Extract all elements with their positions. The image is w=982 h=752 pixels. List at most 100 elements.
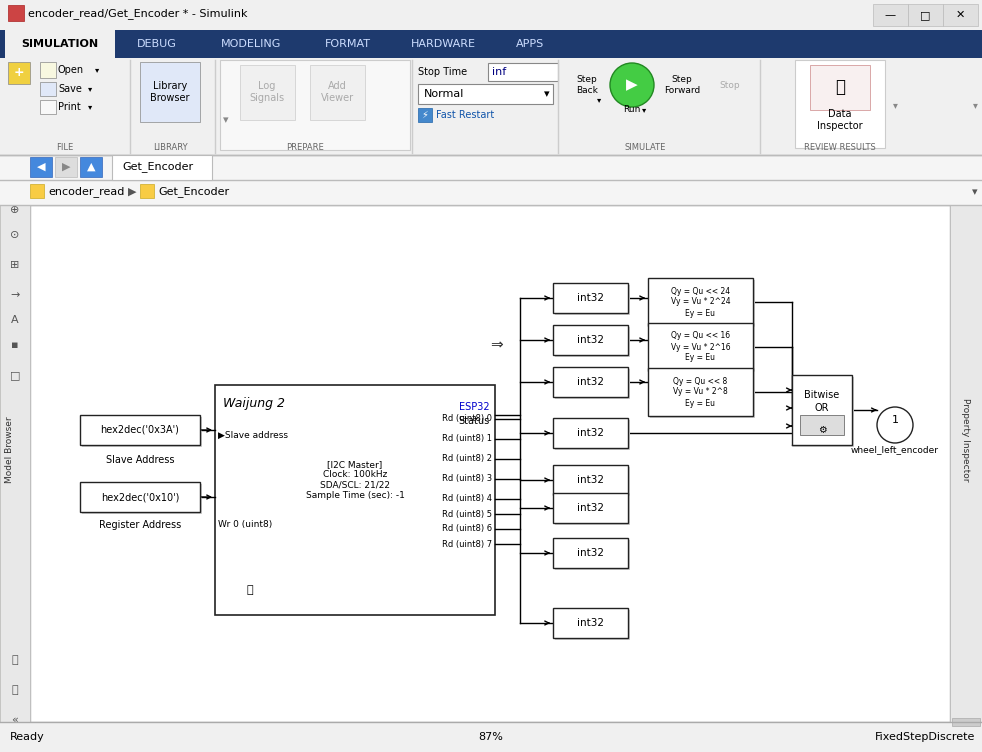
Text: ▾: ▾ — [973, 100, 978, 110]
Text: Wr 0 (uint8): Wr 0 (uint8) — [218, 520, 272, 529]
Text: Rd (uint8) 2: Rd (uint8) 2 — [442, 454, 492, 463]
Text: A: A — [11, 315, 19, 325]
Text: SIMULATE: SIMULATE — [625, 144, 666, 153]
Bar — [488, 63, 558, 81]
Text: Get_Encoder: Get_Encoder — [158, 186, 229, 198]
Bar — [0, 30, 982, 58]
Text: encoder_read/Get_Encoder * - Simulink: encoder_read/Get_Encoder * - Simulink — [28, 8, 247, 20]
Bar — [418, 108, 432, 122]
Bar — [794, 377, 854, 447]
Text: FILE: FILE — [56, 144, 74, 153]
Bar — [82, 417, 202, 447]
Bar — [80, 157, 102, 177]
Bar — [112, 155, 212, 180]
Bar — [220, 60, 410, 150]
Bar — [553, 325, 628, 355]
Text: Status: Status — [459, 416, 490, 426]
Bar — [553, 608, 628, 638]
Text: 📋: 📋 — [12, 685, 19, 695]
Text: Normal: Normal — [424, 89, 464, 99]
Text: Rd (uint8) 5: Rd (uint8) 5 — [442, 510, 492, 518]
Bar — [650, 325, 755, 373]
Bar — [555, 327, 630, 357]
Bar — [5, 30, 115, 58]
Text: ▶: ▶ — [627, 77, 638, 92]
Text: 📷: 📷 — [12, 655, 19, 665]
Bar — [555, 540, 630, 570]
Bar — [40, 100, 56, 114]
Bar — [715, 65, 749, 115]
Bar — [800, 415, 844, 435]
Bar — [648, 278, 753, 326]
Text: □: □ — [920, 10, 930, 20]
Text: APPS: APPS — [516, 39, 544, 49]
Text: Register Address: Register Address — [99, 520, 181, 530]
Text: Property Inspector: Property Inspector — [961, 399, 970, 482]
Text: [I2C Master]
Clock: 100kHz
SDA/SCL: 21/22
Sample Time (sec): -1: [I2C Master] Clock: 100kHz SDA/SCL: 21/2… — [305, 460, 405, 500]
Bar — [8, 5, 24, 21]
Bar — [660, 65, 705, 115]
Bar — [943, 4, 978, 26]
Text: Stop Time: Stop Time — [418, 67, 467, 77]
Bar — [553, 367, 628, 397]
Circle shape — [877, 407, 913, 443]
Text: hex2dec('0x3A'): hex2dec('0x3A') — [100, 425, 180, 435]
Text: Vy = Vu * 2^8: Vy = Vu * 2^8 — [673, 387, 728, 396]
Text: ◀: ◀ — [36, 162, 45, 172]
Text: —: — — [885, 10, 896, 20]
Text: Qy = Qu << 24: Qy = Qu << 24 — [671, 287, 730, 296]
Text: Save: Save — [58, 84, 82, 94]
Bar — [792, 375, 852, 445]
Bar — [240, 65, 295, 120]
Text: +: + — [14, 66, 25, 80]
Text: Library
Browser: Library Browser — [150, 81, 190, 103]
Text: ⊞: ⊞ — [11, 260, 20, 270]
Text: ⚙: ⚙ — [818, 425, 827, 435]
Text: Fast Restart: Fast Restart — [436, 110, 494, 120]
Text: ⇒: ⇒ — [491, 338, 504, 353]
Text: int32: int32 — [577, 377, 604, 387]
Text: Rd (uint8) 1: Rd (uint8) 1 — [442, 435, 492, 444]
Text: OR: OR — [815, 403, 829, 413]
Text: ▾: ▾ — [95, 65, 99, 74]
Text: Rd (uint8) 3: Rd (uint8) 3 — [442, 475, 492, 484]
Text: REVIEW RESULTS: REVIEW RESULTS — [804, 144, 876, 153]
Bar — [952, 718, 980, 726]
Bar — [810, 65, 870, 110]
Text: Ey = Eu: Ey = Eu — [685, 308, 716, 317]
Bar — [553, 418, 628, 448]
Text: ▾: ▾ — [642, 105, 646, 114]
Text: ESP32: ESP32 — [460, 402, 490, 412]
Text: Step
Back: Step Back — [576, 75, 598, 95]
Bar — [648, 323, 753, 371]
Bar — [0, 155, 30, 722]
Text: Ey = Eu: Ey = Eu — [685, 353, 716, 362]
Text: wheel_left_encoder: wheel_left_encoder — [851, 445, 939, 454]
Bar — [8, 62, 30, 84]
Text: encoder_read: encoder_read — [48, 186, 125, 198]
Bar — [310, 65, 365, 120]
Text: FixedStepDiscrete: FixedStepDiscrete — [875, 732, 975, 742]
Text: 1: 1 — [892, 415, 899, 425]
Bar — [30, 184, 44, 198]
Text: ▾: ▾ — [893, 100, 898, 110]
Bar — [553, 283, 628, 313]
Bar — [650, 370, 755, 418]
Text: int32: int32 — [577, 475, 604, 485]
Bar — [0, 722, 982, 752]
Text: Rd (uint8) 4: Rd (uint8) 4 — [442, 495, 492, 504]
Bar — [553, 493, 628, 523]
Text: ▲: ▲ — [86, 162, 95, 172]
Text: int32: int32 — [577, 618, 604, 628]
Bar — [418, 84, 553, 104]
Text: MODELING: MODELING — [221, 39, 281, 49]
Text: Stop: Stop — [720, 80, 740, 89]
Bar — [140, 62, 200, 122]
Bar — [950, 155, 982, 722]
Text: Model Browser: Model Browser — [6, 417, 15, 484]
Text: Rd (uint8) 6: Rd (uint8) 6 — [442, 524, 492, 533]
Text: 87%: 87% — [478, 732, 504, 742]
Text: LIBRARY: LIBRARY — [152, 144, 188, 153]
Text: int32: int32 — [577, 428, 604, 438]
Text: Ey = Eu: Ey = Eu — [685, 399, 716, 408]
